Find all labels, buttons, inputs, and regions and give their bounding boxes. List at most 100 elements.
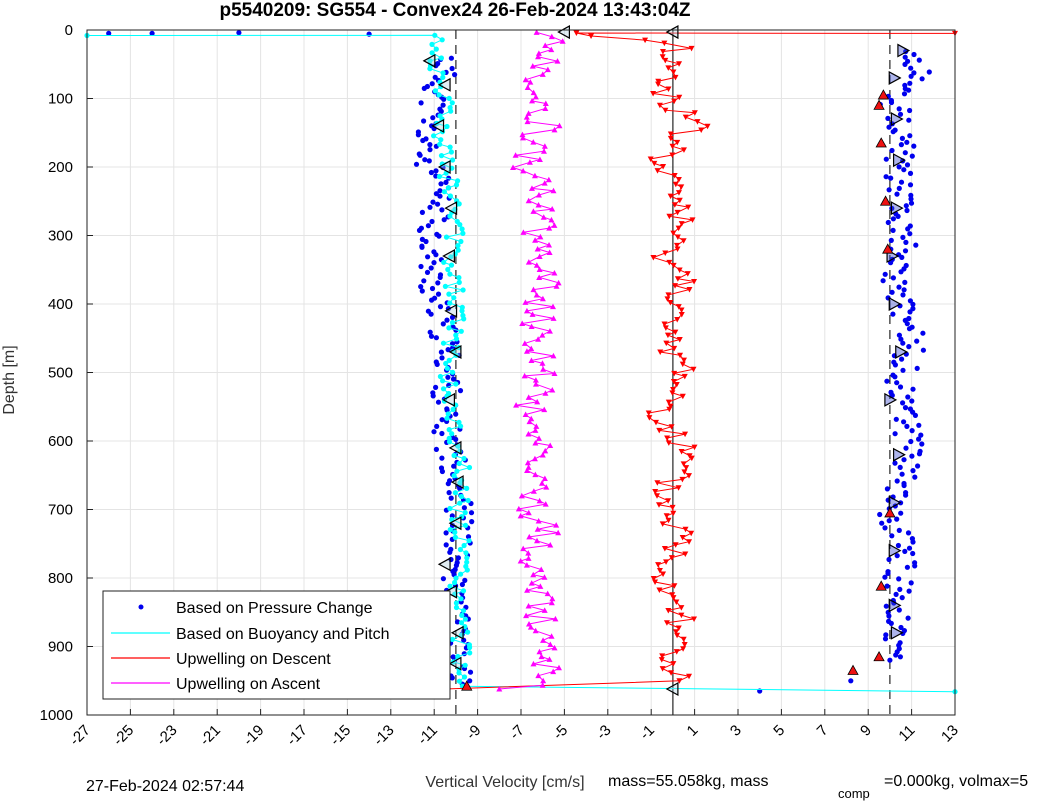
triangle-marker-left bbox=[431, 118, 445, 133]
data-point bbox=[421, 118, 427, 124]
data-point bbox=[898, 510, 904, 516]
data-point bbox=[663, 513, 670, 519]
data-point bbox=[455, 653, 461, 660]
data-point bbox=[906, 545, 913, 551]
data-point bbox=[898, 336, 904, 342]
data-point bbox=[526, 418, 533, 425]
data-point bbox=[690, 366, 697, 373]
data-point bbox=[679, 534, 686, 541]
data-point bbox=[573, 30, 580, 37]
data-point bbox=[432, 88, 438, 94]
data-point bbox=[908, 73, 914, 79]
y-tick-label: 100 bbox=[48, 91, 73, 108]
footer-mass-info: mass=55.058kg, mass bbox=[608, 773, 769, 790]
data-point bbox=[897, 654, 904, 660]
triangle-marker-left bbox=[437, 159, 451, 175]
data-point bbox=[882, 574, 888, 580]
data-point bbox=[447, 271, 453, 277]
data-point bbox=[898, 624, 904, 631]
data-point bbox=[451, 463, 457, 469]
data-point bbox=[525, 394, 532, 400]
data-point bbox=[439, 417, 445, 423]
data-point bbox=[551, 222, 558, 228]
data-point bbox=[548, 33, 555, 40]
data-point bbox=[902, 548, 908, 555]
data-point bbox=[679, 361, 686, 368]
data-point bbox=[546, 225, 553, 231]
data-point bbox=[654, 480, 661, 486]
data-point bbox=[463, 550, 469, 556]
data-point bbox=[541, 143, 548, 149]
data-point bbox=[541, 180, 548, 186]
data-point bbox=[538, 480, 545, 486]
data-point bbox=[908, 196, 914, 202]
data-point bbox=[510, 164, 517, 170]
data-point bbox=[535, 517, 542, 524]
data-point bbox=[429, 285, 436, 292]
data-point bbox=[559, 38, 566, 44]
data-point bbox=[668, 424, 675, 430]
data-point bbox=[900, 367, 906, 373]
triangle-marker-left bbox=[442, 249, 455, 264]
data-point bbox=[528, 345, 535, 352]
data-point bbox=[454, 619, 461, 625]
data-point bbox=[906, 87, 912, 93]
data-point bbox=[678, 221, 685, 227]
data-point bbox=[662, 250, 669, 256]
data-point bbox=[439, 161, 445, 167]
data-point bbox=[530, 139, 537, 145]
data-point bbox=[659, 653, 666, 659]
data-point bbox=[536, 274, 543, 280]
data-point bbox=[909, 428, 915, 434]
data-point bbox=[518, 492, 525, 499]
data-point bbox=[449, 431, 455, 437]
data-point bbox=[441, 259, 447, 265]
data-point bbox=[540, 366, 547, 372]
data-point bbox=[447, 505, 453, 512]
data-point bbox=[919, 76, 925, 82]
data-point bbox=[542, 100, 549, 107]
data-point bbox=[898, 142, 905, 148]
data-point bbox=[434, 361, 440, 367]
data-point bbox=[437, 304, 444, 310]
data-point bbox=[920, 347, 927, 353]
data-point bbox=[532, 471, 539, 478]
data-point bbox=[669, 592, 676, 598]
data-point bbox=[894, 553, 900, 559]
data-point bbox=[453, 562, 459, 569]
data-point bbox=[883, 174, 889, 180]
data-point bbox=[447, 583, 453, 589]
data-point bbox=[691, 110, 698, 116]
triangle-marker-left bbox=[665, 25, 679, 40]
data-point bbox=[909, 453, 915, 459]
data-point bbox=[446, 325, 452, 331]
data-point bbox=[451, 452, 457, 459]
data-point bbox=[668, 670, 675, 676]
data-point bbox=[525, 259, 532, 265]
data-point bbox=[546, 241, 553, 248]
data-point bbox=[652, 579, 659, 585]
data-point bbox=[912, 412, 919, 418]
data-point bbox=[536, 156, 543, 162]
data-point bbox=[522, 76, 529, 83]
y-tick-label: 800 bbox=[48, 570, 73, 587]
data-point bbox=[496, 685, 503, 692]
data-point bbox=[896, 607, 902, 613]
data-point bbox=[656, 102, 663, 109]
data-point bbox=[553, 283, 560, 289]
data-point bbox=[469, 519, 475, 525]
data-point bbox=[439, 355, 445, 361]
data-point bbox=[655, 81, 662, 88]
data-point bbox=[656, 427, 663, 434]
legend-entry-descent: Upwelling on Descent bbox=[111, 651, 331, 668]
data-point bbox=[909, 398, 915, 404]
data-point bbox=[674, 246, 681, 253]
data-point bbox=[464, 559, 470, 565]
data-point bbox=[447, 213, 453, 219]
data-point bbox=[525, 603, 532, 609]
data-point bbox=[437, 141, 443, 147]
data-point bbox=[449, 100, 455, 106]
data-point bbox=[679, 393, 686, 400]
data-point bbox=[461, 455, 467, 462]
triangle-marker-left bbox=[442, 392, 455, 407]
